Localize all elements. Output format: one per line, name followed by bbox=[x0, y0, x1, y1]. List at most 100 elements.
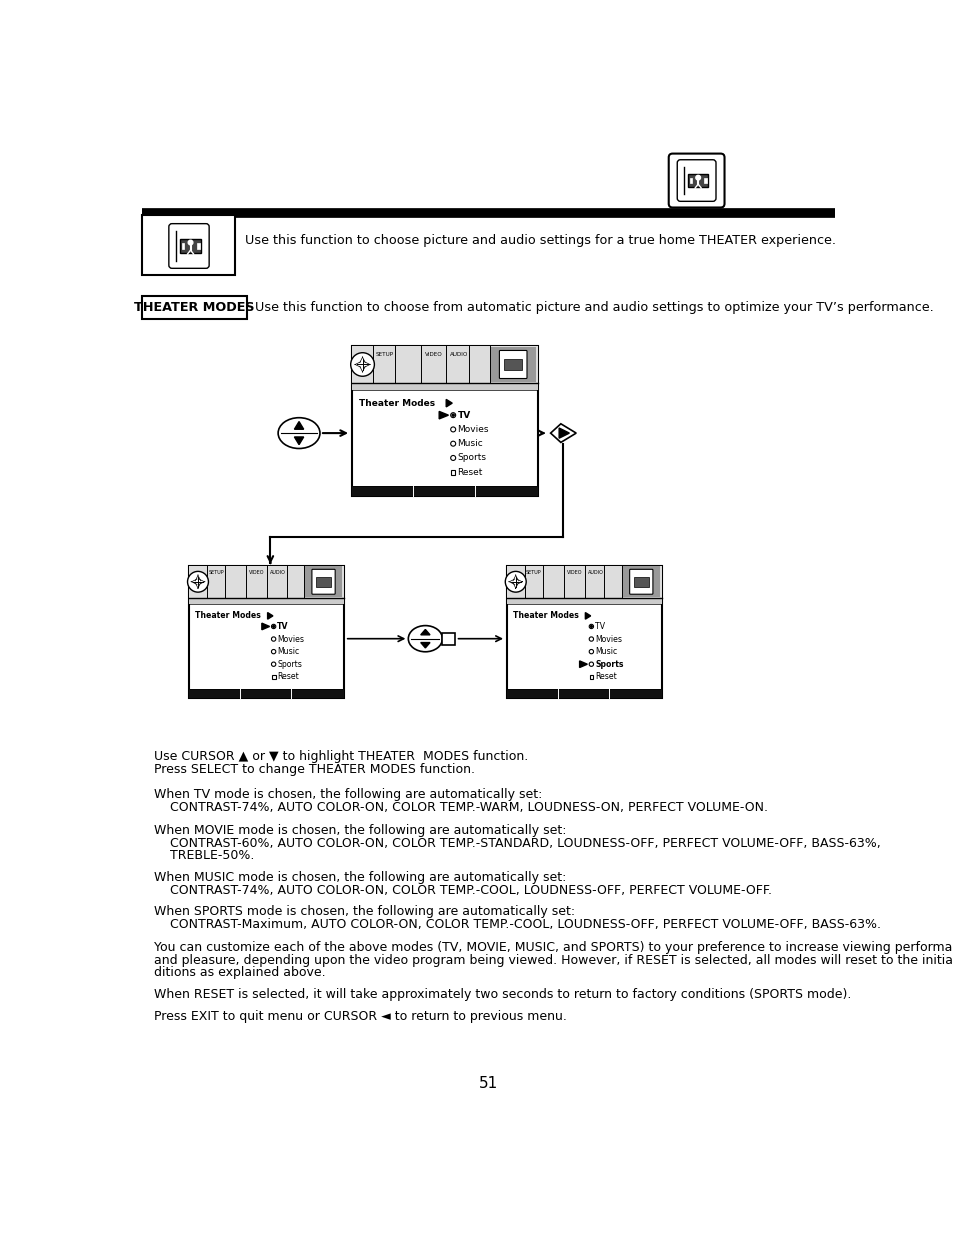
Ellipse shape bbox=[408, 626, 442, 652]
Circle shape bbox=[452, 414, 454, 416]
Bar bbox=[689, 178, 691, 183]
Polygon shape bbox=[294, 437, 303, 445]
Bar bbox=[180, 238, 201, 253]
Text: When SPORTS mode is chosen, the following are automatically set:: When SPORTS mode is chosen, the followin… bbox=[154, 905, 575, 919]
Text: Movies: Movies bbox=[457, 425, 489, 433]
Bar bbox=[506, 689, 661, 698]
Text: Movies: Movies bbox=[595, 635, 621, 643]
Bar bbox=[687, 174, 707, 188]
Bar bbox=[352, 346, 537, 496]
Text: Theater Modes: Theater Modes bbox=[359, 399, 435, 408]
Polygon shape bbox=[438, 411, 448, 419]
Bar bbox=[633, 577, 648, 587]
Text: Sports: Sports bbox=[595, 659, 623, 668]
Text: Use this function to choose picture and audio settings for a true home THEATER e: Use this function to choose picture and … bbox=[245, 235, 835, 247]
Polygon shape bbox=[558, 429, 569, 438]
Bar bbox=[272, 676, 275, 679]
Bar bbox=[142, 215, 235, 275]
Text: When RESET is selected, it will take approximately two seconds to return to fact: When RESET is selected, it will take app… bbox=[154, 988, 851, 1000]
Circle shape bbox=[273, 626, 274, 627]
Text: Reset: Reset bbox=[595, 672, 617, 682]
Bar bbox=[442, 632, 455, 645]
Bar bbox=[490, 347, 536, 382]
Text: TV: TV bbox=[457, 411, 470, 420]
Bar bbox=[189, 566, 344, 698]
FancyBboxPatch shape bbox=[677, 159, 716, 201]
Text: Music: Music bbox=[457, 440, 483, 448]
Circle shape bbox=[351, 353, 374, 377]
Bar bbox=[189, 689, 344, 698]
Circle shape bbox=[450, 427, 456, 432]
Polygon shape bbox=[550, 424, 576, 442]
Bar bbox=[181, 243, 184, 249]
Ellipse shape bbox=[278, 417, 319, 448]
Text: SETUP: SETUP bbox=[375, 352, 393, 357]
Polygon shape bbox=[579, 661, 587, 668]
Text: CONTRAST-Maximum, AUTO COLOR-ON, COLOR TEMP.-COOL, LOUDNESS-OFF, PERFECT VOLUME-: CONTRAST-Maximum, AUTO COLOR-ON, COLOR T… bbox=[154, 918, 881, 931]
Circle shape bbox=[589, 650, 593, 653]
Bar bbox=[304, 567, 342, 598]
Text: When MUSIC mode is chosen, the following are automatically set:: When MUSIC mode is chosen, the following… bbox=[154, 871, 566, 884]
Circle shape bbox=[188, 572, 208, 592]
Polygon shape bbox=[585, 613, 590, 619]
Polygon shape bbox=[446, 399, 452, 406]
Text: and pleasure, depending upon the video program being viewed. However, if RESET i: and pleasure, depending upon the video p… bbox=[154, 953, 953, 967]
Text: When TV mode is chosen, the following are automatically set:: When TV mode is chosen, the following ar… bbox=[154, 788, 542, 802]
Circle shape bbox=[589, 625, 593, 629]
Bar bbox=[352, 346, 537, 383]
Text: TV: TV bbox=[595, 622, 604, 631]
Bar bbox=[589, 676, 593, 679]
Circle shape bbox=[505, 572, 526, 592]
Bar bbox=[315, 577, 331, 587]
Bar bbox=[451, 471, 455, 474]
Text: Movies: Movies bbox=[277, 635, 304, 643]
Text: Reset: Reset bbox=[457, 468, 482, 477]
Circle shape bbox=[450, 412, 456, 417]
Text: Sports: Sports bbox=[277, 659, 302, 668]
Text: AUDIO: AUDIO bbox=[587, 571, 603, 576]
FancyBboxPatch shape bbox=[629, 569, 652, 594]
Circle shape bbox=[272, 625, 275, 629]
Text: Sports: Sports bbox=[457, 453, 486, 462]
Text: Press SELECT to change THEATER MODES function.: Press SELECT to change THEATER MODES fun… bbox=[154, 763, 475, 776]
Text: You can customize each of the above modes (TV, MOVIE, MUSIC, and SPORTS) to your: You can customize each of the above mode… bbox=[154, 941, 953, 953]
Circle shape bbox=[272, 650, 275, 653]
Text: VIDEO: VIDEO bbox=[249, 571, 265, 576]
Circle shape bbox=[589, 662, 593, 667]
Text: Use this function to choose from automatic picture and audio settings to optimiz: Use this function to choose from automat… bbox=[254, 301, 933, 314]
Bar bbox=[503, 358, 521, 370]
Bar bbox=[352, 487, 537, 496]
Bar bbox=[142, 296, 247, 319]
Circle shape bbox=[272, 637, 275, 641]
Text: When MOVIE mode is chosen, the following are automatically set:: When MOVIE mode is chosen, the following… bbox=[154, 824, 566, 837]
Text: Reset: Reset bbox=[277, 672, 299, 682]
Bar bbox=[621, 567, 659, 598]
Text: AUDIO: AUDIO bbox=[449, 352, 467, 357]
Text: TREBLE-50%.: TREBLE-50%. bbox=[154, 850, 254, 862]
Bar bbox=[506, 566, 661, 698]
Bar bbox=[189, 566, 344, 598]
Text: CONTRAST-60%, AUTO COLOR-ON, COLOR TEMP.-STANDARD, LOUDNESS-OFF, PERFECT VOLUME-: CONTRAST-60%, AUTO COLOR-ON, COLOR TEMP.… bbox=[154, 837, 880, 850]
Text: Music: Music bbox=[595, 647, 617, 656]
FancyBboxPatch shape bbox=[498, 351, 526, 378]
Polygon shape bbox=[268, 613, 273, 619]
Bar bbox=[352, 383, 537, 389]
Bar bbox=[189, 598, 344, 604]
Circle shape bbox=[188, 241, 193, 245]
Circle shape bbox=[450, 456, 456, 461]
Circle shape bbox=[272, 662, 275, 667]
Bar bbox=[506, 566, 661, 598]
Bar bbox=[197, 243, 199, 249]
Bar bbox=[703, 178, 706, 183]
Text: Press EXIT to quit menu or CURSOR ◄ to return to previous menu.: Press EXIT to quit menu or CURSOR ◄ to r… bbox=[154, 1009, 566, 1023]
Circle shape bbox=[695, 175, 700, 180]
Circle shape bbox=[589, 637, 593, 641]
Text: VIDEO: VIDEO bbox=[424, 352, 442, 357]
Circle shape bbox=[450, 441, 456, 446]
Text: AUDIO: AUDIO bbox=[270, 571, 286, 576]
Text: 51: 51 bbox=[478, 1076, 498, 1092]
Circle shape bbox=[590, 626, 592, 627]
Bar bbox=[506, 598, 661, 604]
Text: Music: Music bbox=[277, 647, 299, 656]
Text: TV: TV bbox=[277, 622, 289, 631]
